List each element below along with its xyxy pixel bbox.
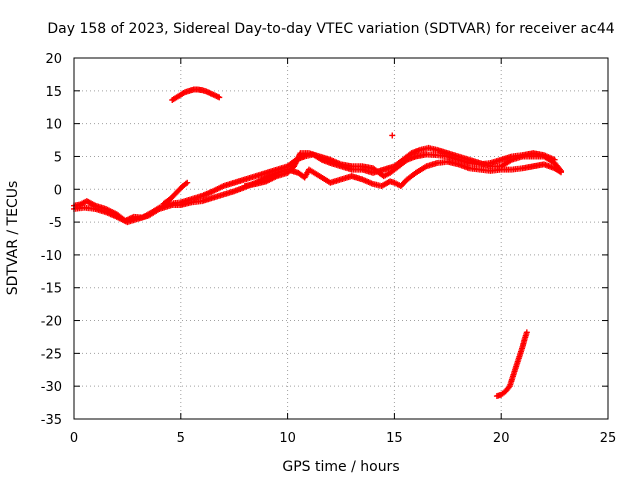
- y-tick-label: -25: [41, 347, 62, 362]
- x-tick-label: 10: [279, 431, 296, 446]
- y-tick-label: -20: [41, 315, 62, 330]
- chart-title: Day 158 of 2023, Sidereal Day-to-day VTE…: [47, 21, 614, 37]
- data-point: [389, 132, 396, 139]
- y-tick-label: 0: [54, 183, 62, 198]
- series-main-band-b: [71, 158, 565, 226]
- y-tick-label: -35: [41, 413, 62, 428]
- plot-border: [73, 57, 609, 420]
- data-point: [556, 168, 563, 175]
- axis-ticks: 0 5 10 15 20 25 20 15 10 5 0 -5 -10 -15 -20 -25 -30 -35: [41, 52, 617, 446]
- x-tick-label: 0: [70, 431, 78, 446]
- y-tick-label: -10: [41, 249, 62, 264]
- data-point: [184, 179, 191, 186]
- series-outlier: [389, 132, 396, 139]
- x-tick-label: 20: [493, 431, 510, 446]
- y-tick-label: 5: [54, 150, 62, 165]
- series-arc-near-15: [169, 86, 223, 104]
- y-tick-label: 10: [45, 118, 62, 133]
- x-tick-label: 15: [386, 431, 403, 446]
- grid: [74, 58, 608, 419]
- x-tick-label: 25: [600, 431, 617, 446]
- y-tick-label: 15: [45, 85, 62, 100]
- x-axis-label: GPS time / hours: [282, 459, 399, 475]
- data-points: [71, 86, 565, 400]
- series-low-tail: [493, 329, 530, 400]
- data-point: [523, 329, 530, 336]
- y-tick-label: 20: [45, 52, 62, 67]
- y-tick-label: -30: [41, 380, 62, 395]
- data-point: [551, 156, 558, 163]
- y-tick-label: -15: [41, 282, 62, 297]
- y-axis-label: SDTVAR / TECUs: [5, 181, 21, 296]
- data-point: [216, 94, 223, 101]
- data-point: [558, 169, 565, 176]
- x-tick-label: 5: [177, 431, 185, 446]
- series-main-band-c: [241, 150, 558, 189]
- series-rising-branch: [160, 179, 191, 207]
- y-tick-label: -5: [49, 216, 62, 231]
